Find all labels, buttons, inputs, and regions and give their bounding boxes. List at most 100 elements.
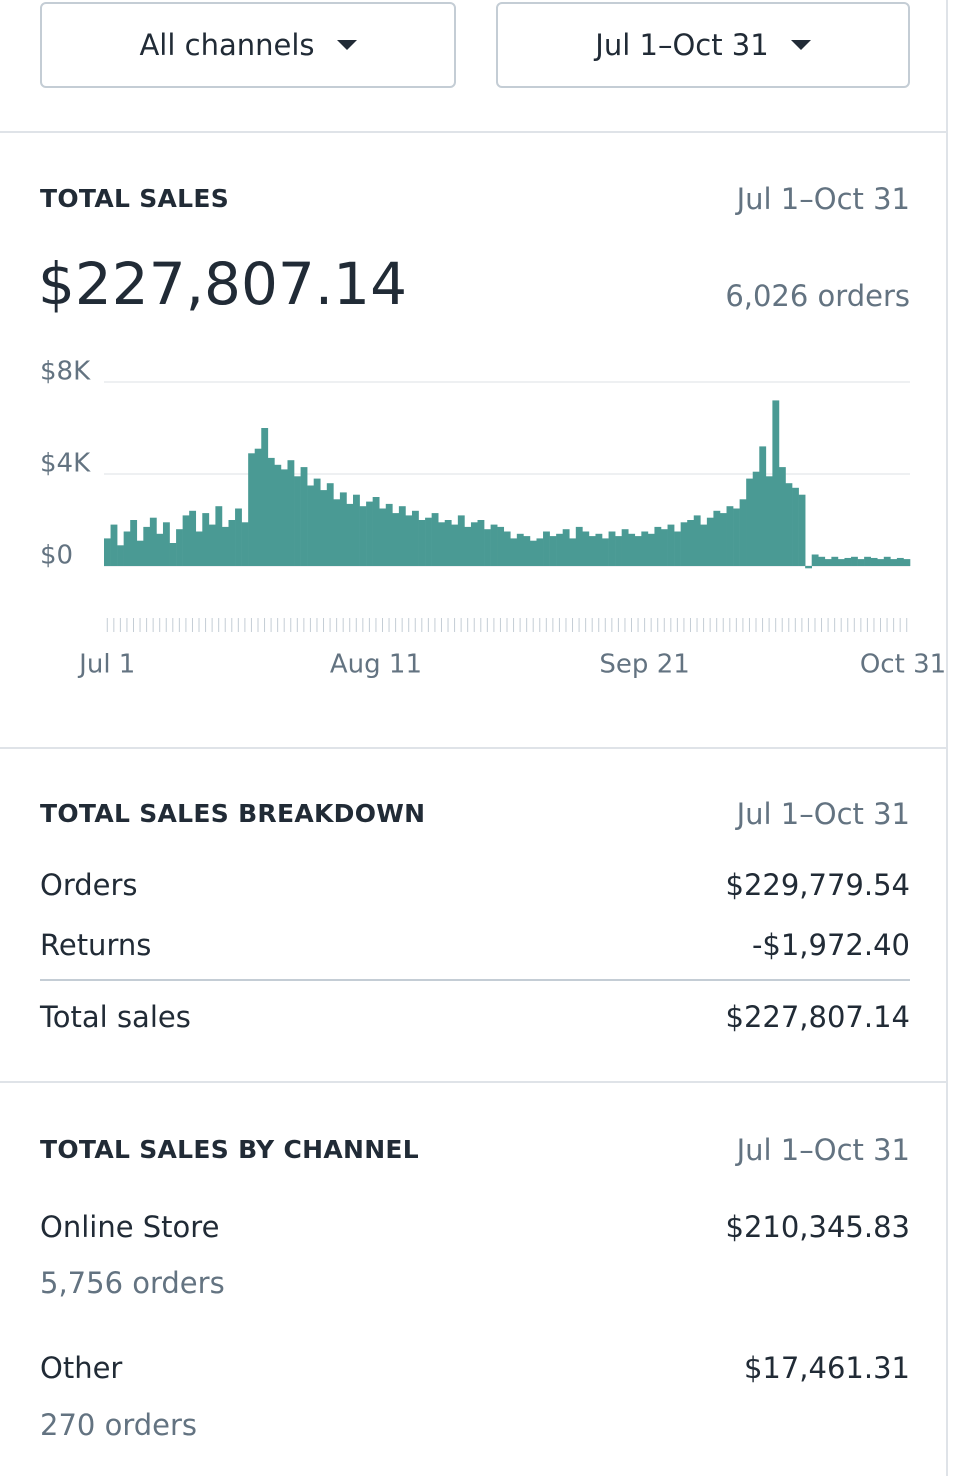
bar <box>333 499 341 566</box>
bar <box>536 538 544 566</box>
total-amount: $227,807.14 <box>38 250 407 318</box>
y-tick-label: $8K <box>40 357 91 387</box>
date-range: Jul 1–Oct 31 <box>736 797 910 831</box>
sales-chart: $0 $4K $8K Jul 1 Aug 11 Sep 21 Oct 31 <box>40 357 946 680</box>
bar <box>189 510 197 566</box>
caret <box>790 40 811 50</box>
bar <box>654 526 662 566</box>
bar <box>320 490 328 566</box>
channel-value: $210,345.83 <box>725 1210 911 1244</box>
bar <box>857 559 865 566</box>
row-label: Orders <box>40 868 138 902</box>
bar <box>556 533 563 566</box>
bar <box>366 501 373 566</box>
bar <box>890 559 898 566</box>
bar <box>470 522 478 566</box>
bar <box>733 508 740 566</box>
bar <box>346 503 354 566</box>
y-tick-label: $0 <box>40 541 73 571</box>
bar <box>280 469 288 566</box>
bar <box>418 520 426 566</box>
order-count: 6,026 orders <box>725 279 910 313</box>
bar <box>379 508 387 566</box>
bar <box>294 476 301 566</box>
bar <box>405 515 413 566</box>
bar <box>353 494 360 566</box>
bar <box>824 559 832 566</box>
bar <box>176 529 183 566</box>
bar <box>851 556 858 566</box>
bar <box>274 464 282 566</box>
bar <box>104 538 111 566</box>
bar <box>497 526 505 566</box>
bar <box>792 487 799 566</box>
bar <box>680 522 688 566</box>
bar <box>785 483 793 566</box>
bar <box>484 529 491 566</box>
bar <box>143 526 151 566</box>
bar <box>392 513 400 566</box>
bar <box>451 524 459 566</box>
bar <box>477 520 485 566</box>
bar <box>117 545 124 566</box>
divider <box>40 979 910 981</box>
bar <box>182 515 190 566</box>
date-dropdown[interactable]: Jul 1–Oct 31 <box>496 2 910 88</box>
bar <box>864 556 871 566</box>
row-value: $229,779.54 <box>725 868 911 902</box>
row-label: Total sales <box>40 1000 191 1034</box>
bar <box>746 478 754 566</box>
bar <box>798 494 806 566</box>
bar <box>726 506 734 566</box>
bar <box>326 483 334 566</box>
bar <box>162 522 170 566</box>
bar <box>202 513 210 566</box>
bar <box>772 400 780 566</box>
bar <box>130 520 138 566</box>
bar <box>719 513 727 566</box>
bar <box>739 499 747 566</box>
bar <box>883 556 891 566</box>
bar <box>595 533 603 566</box>
bar <box>398 506 406 566</box>
y-tick-label: $4K <box>40 449 91 479</box>
bar <box>221 526 229 566</box>
date-label[interactable]: Jul 1–Oct 31 <box>595 28 769 62</box>
bar <box>844 557 852 566</box>
bar <box>588 536 596 566</box>
bar <box>254 448 262 566</box>
bar <box>110 524 118 566</box>
bar <box>339 492 347 566</box>
channel-value: $17,461.31 <box>743 1351 910 1385</box>
bar <box>647 533 655 566</box>
bar <box>411 510 419 566</box>
bar <box>549 536 557 566</box>
channel-name: Other <box>40 1351 123 1385</box>
channel-orders: 270 orders <box>40 1408 198 1442</box>
row-value: -$1,972.40 <box>751 928 910 962</box>
bar <box>425 517 432 566</box>
bar <box>359 506 367 566</box>
bar <box>641 531 649 566</box>
border <box>946 0 948 1476</box>
date-range: Jul 1–Oct 31 <box>736 182 910 216</box>
channel-label[interactable]: All channels <box>139 28 315 62</box>
bar <box>700 524 708 566</box>
bar <box>877 559 885 566</box>
bar <box>510 538 518 566</box>
bar <box>228 520 236 566</box>
channel-dropdown[interactable]: All channels <box>40 2 456 88</box>
bar <box>523 536 531 566</box>
date-range: Jul 1–Oct 31 <box>736 1133 910 1167</box>
bar <box>634 536 642 566</box>
bar <box>464 526 472 566</box>
section-title: TOTAL SALES BY CHANNEL <box>40 1135 420 1164</box>
x-tick-label: Jul 1 <box>77 650 135 680</box>
bar <box>582 531 590 566</box>
bar <box>169 543 177 566</box>
bar <box>287 460 295 566</box>
bar <box>778 467 786 566</box>
bar <box>575 526 583 566</box>
row-value: $227,807.14 <box>725 1000 911 1034</box>
